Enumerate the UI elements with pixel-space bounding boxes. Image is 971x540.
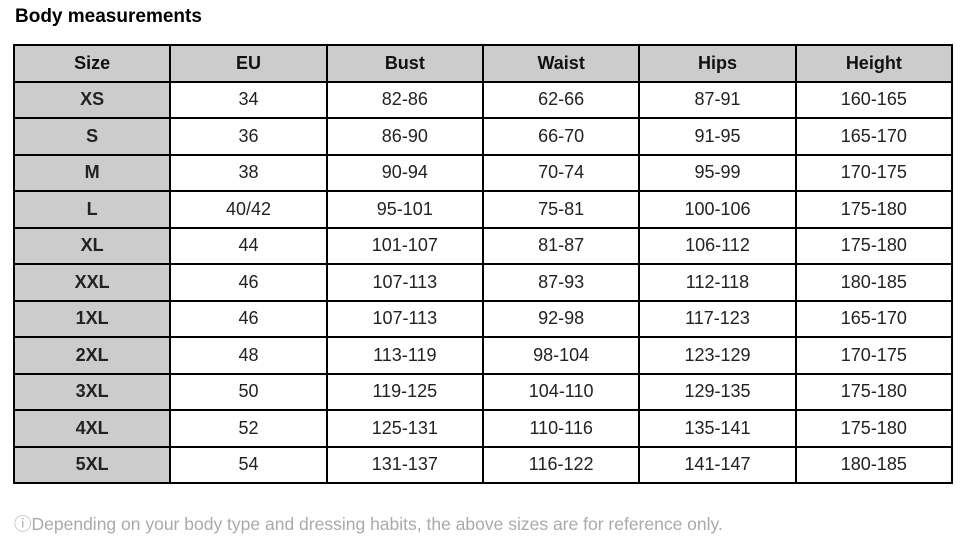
cell-height: 180-185	[794, 263, 954, 302]
cell-size: 3XL	[12, 372, 172, 411]
column-header-waist: Waist	[481, 44, 641, 83]
table-row: M 38 90-94 70-74 95-99 170-175	[12, 153, 954, 192]
cell-waist: 110-116	[481, 409, 641, 448]
cell-waist: 70-74	[481, 153, 641, 192]
cell-height: 175-180	[794, 226, 954, 265]
cell-waist: 116-122	[481, 445, 641, 484]
cell-size: XS	[12, 80, 172, 119]
cell-waist: 98-104	[481, 336, 641, 375]
cell-hips: 95-99	[638, 153, 797, 192]
cell-bust: 107-113	[325, 299, 484, 338]
cell-eu: 34	[169, 80, 328, 119]
cell-hips: 141-147	[638, 445, 797, 484]
cell-eu: 50	[169, 372, 328, 411]
cell-height: 170-175	[794, 336, 954, 375]
header-row: Size EU Bust Waist Hips Height	[12, 44, 954, 83]
size-table: Size EU Bust Waist Hips Height XS 34 82-86 62-66…	[12, 44, 954, 484]
cell-size: 2XL	[12, 336, 172, 375]
cell-size: XL	[12, 226, 172, 265]
cell-hips: 106-112	[638, 226, 797, 265]
cell-bust: 86-90	[325, 117, 484, 156]
reference-note: ⓘDepending on your body type and dressin…	[14, 514, 723, 534]
cell-bust: 90-94	[325, 153, 484, 192]
table-row: XS 34 82-86 62-66 87-91 160-165	[12, 80, 954, 119]
cell-size: XXL	[12, 263, 172, 302]
table-row: 2XL 48 113-119 98-104 123-129 170-175	[12, 336, 954, 375]
cell-bust: 95-101	[325, 190, 484, 229]
column-header-hips: Hips	[638, 44, 797, 83]
cell-waist: 81-87	[481, 226, 641, 265]
column-header-height: Height	[794, 44, 954, 83]
cell-waist: 87-93	[481, 263, 641, 302]
cell-height: 160-165	[794, 80, 954, 119]
cell-bust: 131-137	[325, 445, 484, 484]
table-row: XXL 46 107-113 87-93 112-118 180-185	[12, 263, 954, 302]
cell-bust: 125-131	[325, 409, 484, 448]
cell-height: 180-185	[794, 445, 954, 484]
cell-eu: 54	[169, 445, 328, 484]
cell-bust: 101-107	[325, 226, 484, 265]
page-title: Body measurements	[15, 6, 202, 27]
cell-size: L	[12, 190, 172, 229]
cell-hips: 87-91	[638, 80, 797, 119]
cell-eu: 40/42	[169, 190, 328, 229]
cell-waist: 92-98	[481, 299, 641, 338]
cell-height: 165-170	[794, 117, 954, 156]
cell-bust: 119-125	[325, 372, 484, 411]
cell-eu: 46	[169, 263, 328, 302]
table-row: XL 44 101-107 81-87 106-112 175-180	[12, 226, 954, 265]
cell-height: 165-170	[794, 299, 954, 338]
column-header-size: Size	[12, 44, 172, 83]
cell-waist: 104-110	[481, 372, 641, 411]
cell-hips: 117-123	[638, 299, 797, 338]
cell-hips: 112-118	[638, 263, 797, 302]
cell-eu: 52	[169, 409, 328, 448]
cell-waist: 66-70	[481, 117, 641, 156]
cell-hips: 100-106	[638, 190, 797, 229]
cell-bust: 107-113	[325, 263, 484, 302]
cell-eu: 46	[169, 299, 328, 338]
column-header-bust: Bust	[325, 44, 484, 83]
cell-height: 175-180	[794, 409, 954, 448]
cell-bust: 113-119	[325, 336, 484, 375]
table-row: 1XL 46 107-113 92-98 117-123 165-170	[12, 299, 954, 338]
cell-eu: 44	[169, 226, 328, 265]
cell-hips: 91-95	[638, 117, 797, 156]
cell-waist: 75-81	[481, 190, 641, 229]
cell-height: 170-175	[794, 153, 954, 192]
table-row: 4XL 52 125-131 110-116 135-141 175-180	[12, 409, 954, 448]
cell-size: 5XL	[12, 445, 172, 484]
cell-size: S	[12, 117, 172, 156]
cell-hips: 123-129	[638, 336, 797, 375]
table-row: L 40/42 95-101 75-81 100-106 175-180	[12, 190, 954, 229]
cell-size: M	[12, 153, 172, 192]
cell-size: 1XL	[12, 299, 172, 338]
cell-waist: 62-66	[481, 80, 641, 119]
cell-hips: 135-141	[638, 409, 797, 448]
cell-height: 175-180	[794, 190, 954, 229]
table-row: S 36 86-90 66-70 91-95 165-170	[12, 117, 954, 156]
cell-eu: 36	[169, 117, 328, 156]
cell-height: 175-180	[794, 372, 954, 411]
cell-eu: 48	[169, 336, 328, 375]
cell-size: 4XL	[12, 409, 172, 448]
cell-eu: 38	[169, 153, 328, 192]
cell-hips: 129-135	[638, 372, 797, 411]
cell-bust: 82-86	[325, 80, 484, 119]
table-row: 3XL 50 119-125 104-110 129-135 175-180	[12, 372, 954, 411]
table-row: 5XL 54 131-137 116-122 141-147 180-185	[12, 445, 954, 484]
column-header-eu: EU	[169, 44, 328, 83]
